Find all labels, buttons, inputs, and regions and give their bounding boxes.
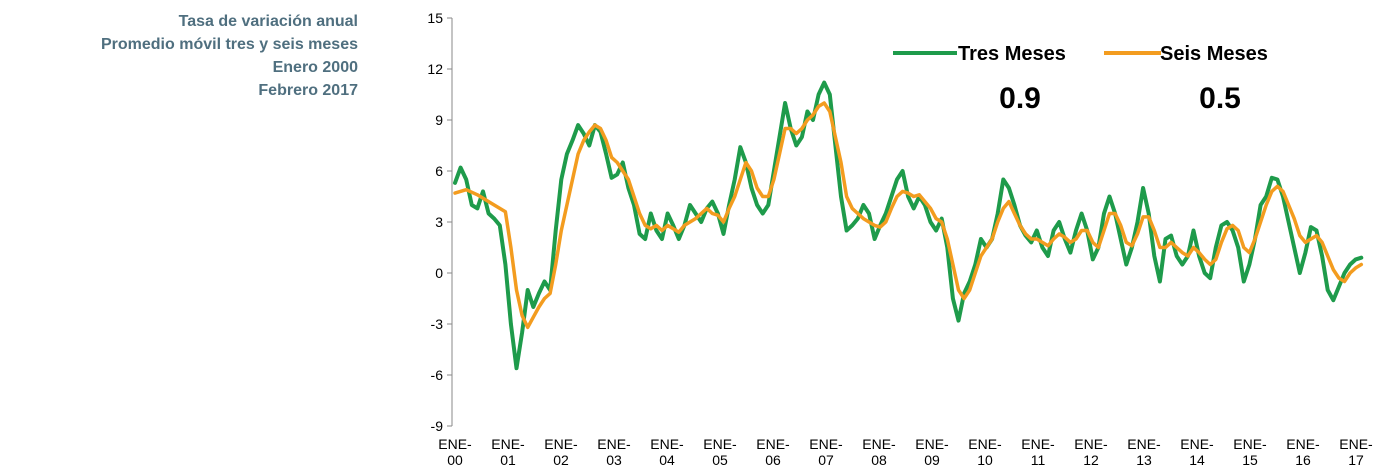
y-tick-label: 6 [435, 163, 443, 179]
chart-title: Tasa de variación anual Promedio móvil t… [0, 10, 358, 102]
x-tick-label: ENE-02 [544, 436, 578, 468]
y-tick-label: -3 [431, 316, 444, 332]
x-tick-label: ENE-13 [1127, 436, 1161, 468]
x-tick-label: ENE-07 [809, 436, 843, 468]
x-tick-label: ENE-14 [1180, 436, 1214, 468]
x-tick-label: ENE-10 [968, 436, 1002, 468]
legend-label: Seis Meses [1160, 43, 1268, 65]
title-line-2: Promedio móvil tres y seis meses [100, 36, 358, 53]
x-tick-label: ENE-11 [1021, 436, 1055, 468]
chart-axes: -9 -6 -3 0 3 6 9 12 15 ENE-00 ENE-01 ENE-02 ENE-03 EN… [427, 10, 1373, 468]
y-tick-label: 15 [427, 10, 443, 26]
series-line-tres-meses [453, 80, 1364, 371]
legend-label: Tres Meses [958, 43, 1066, 65]
x-tick-label: ENE-05 [703, 436, 737, 468]
x-tick-label: ENE-15 [1233, 436, 1267, 468]
y-tick-label: 0 [435, 265, 443, 281]
x-tick-label: ENE-00 [438, 436, 472, 468]
chart-lines [453, 80, 1364, 371]
series-line-seis-meses [453, 101, 1364, 330]
y-tick-label: 9 [435, 112, 443, 128]
x-tick-label: ENE-03 [597, 436, 631, 468]
title-line-3: Enero 2000 [272, 59, 358, 76]
y-tick-label: -6 [431, 367, 444, 383]
title-line-1: Tasa de variación anual [178, 13, 358, 30]
x-tick-label: ENE-09 [915, 436, 949, 468]
x-tick-label: ENE-16 [1286, 436, 1320, 468]
chart-legend: Tres Meses 0.9 Seis Meses 0.5 [893, 43, 1268, 115]
x-tick-label: ENE-17 [1339, 436, 1373, 468]
x-tick-label: ENE-06 [756, 436, 790, 468]
legend-latest-value: 0.5 [1199, 82, 1241, 115]
y-tick-label: -9 [431, 418, 444, 434]
y-tick-label: 3 [435, 214, 443, 230]
y-tick-label: 12 [427, 61, 443, 77]
legend-latest-value: 0.9 [999, 82, 1041, 115]
x-tick-label: ENE-01 [491, 436, 525, 468]
title-line-4: Febrero 2017 [258, 82, 358, 99]
x-tick-label: ENE-12 [1074, 436, 1108, 468]
x-tick-label: ENE-04 [650, 436, 684, 468]
x-tick-label: ENE-08 [862, 436, 896, 468]
